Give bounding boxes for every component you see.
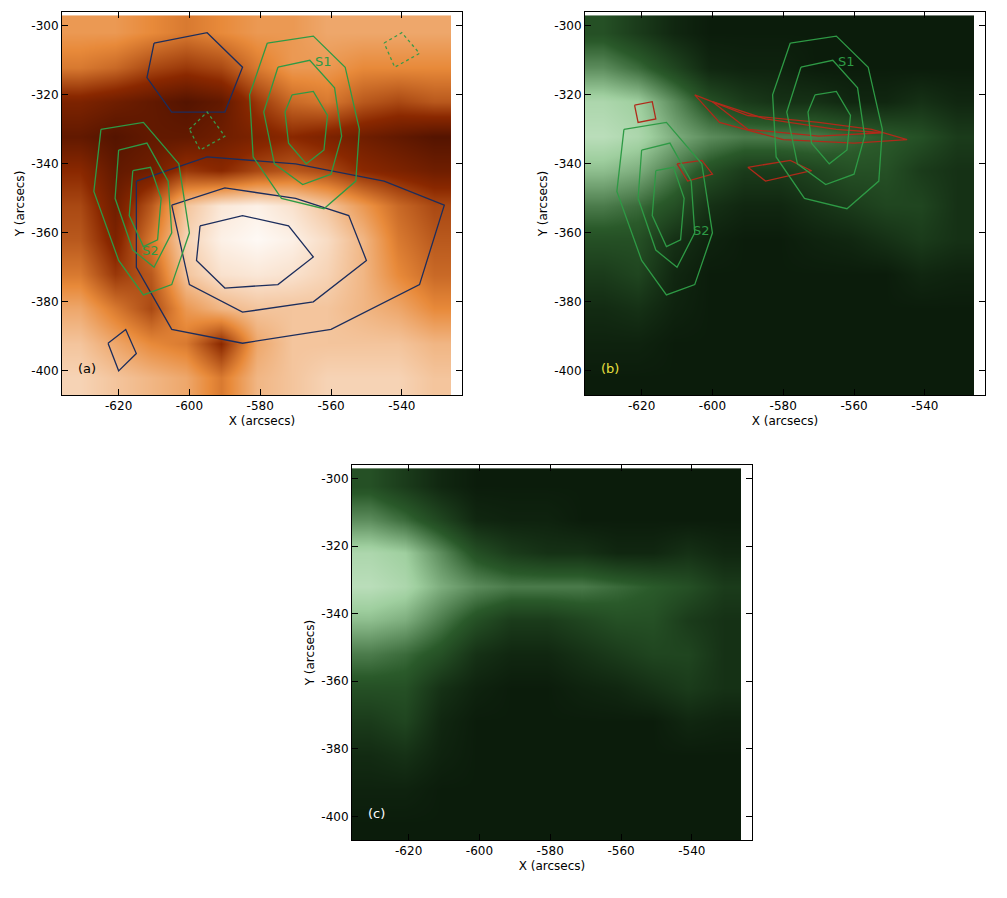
svg-text:-600: -600 bbox=[699, 399, 726, 413]
svg-text:X (arcsecs): X (arcsecs) bbox=[519, 859, 586, 873]
svg-text:-580: -580 bbox=[537, 844, 564, 858]
svg-text:-320: -320 bbox=[554, 88, 581, 102]
svg-text:-320: -320 bbox=[321, 539, 348, 553]
svg-text:-300: -300 bbox=[321, 472, 348, 486]
svg-text:X (arcsecs): X (arcsecs) bbox=[752, 414, 819, 428]
svg-text:-620: -620 bbox=[105, 399, 132, 413]
svg-text:-540: -540 bbox=[911, 399, 938, 413]
svg-text:-340: -340 bbox=[321, 607, 348, 621]
svg-text:-380: -380 bbox=[554, 295, 581, 309]
svg-text:X (arcsecs): X (arcsecs) bbox=[229, 414, 296, 428]
svg-text:-400: -400 bbox=[554, 364, 581, 378]
svg-text:-380: -380 bbox=[31, 295, 58, 309]
svg-text:Y (arcsecs): Y (arcsecs) bbox=[536, 171, 550, 238]
svg-text:Y (arcsecs): Y (arcsecs) bbox=[303, 620, 317, 687]
svg-text:-540: -540 bbox=[388, 399, 415, 413]
svg-text:-620: -620 bbox=[628, 399, 655, 413]
svg-text:-600: -600 bbox=[176, 399, 203, 413]
svg-text:-360: -360 bbox=[554, 226, 581, 240]
svg-text:(c): (c) bbox=[368, 806, 385, 821]
svg-text:-560: -560 bbox=[840, 399, 867, 413]
svg-text:-580: -580 bbox=[770, 399, 797, 413]
svg-text:(a): (a) bbox=[78, 361, 96, 376]
svg-text:S1: S1 bbox=[315, 54, 332, 69]
svg-text:-300: -300 bbox=[31, 19, 58, 33]
svg-text:S2: S2 bbox=[142, 243, 159, 258]
svg-text:-340: -340 bbox=[31, 157, 58, 171]
svg-text:-380: -380 bbox=[321, 742, 348, 756]
svg-text:-340: -340 bbox=[554, 157, 581, 171]
svg-text:-360: -360 bbox=[31, 226, 58, 240]
svg-text:-400: -400 bbox=[31, 364, 58, 378]
svg-text:(b): (b) bbox=[601, 361, 619, 376]
svg-text:-400: -400 bbox=[321, 810, 348, 824]
svg-text:Y (arcsecs): Y (arcsecs) bbox=[13, 171, 27, 238]
svg-text:-540: -540 bbox=[678, 844, 705, 858]
svg-text:-300: -300 bbox=[554, 19, 581, 33]
svg-text:-560: -560 bbox=[607, 844, 634, 858]
svg-text:-320: -320 bbox=[31, 88, 58, 102]
svg-text:-620: -620 bbox=[395, 844, 422, 858]
svg-text:S1: S1 bbox=[838, 54, 855, 69]
svg-text:-600: -600 bbox=[466, 844, 493, 858]
svg-text:-560: -560 bbox=[317, 399, 344, 413]
svg-text:S2: S2 bbox=[693, 223, 710, 238]
svg-text:-580: -580 bbox=[247, 399, 274, 413]
svg-text:-360: -360 bbox=[321, 674, 348, 688]
